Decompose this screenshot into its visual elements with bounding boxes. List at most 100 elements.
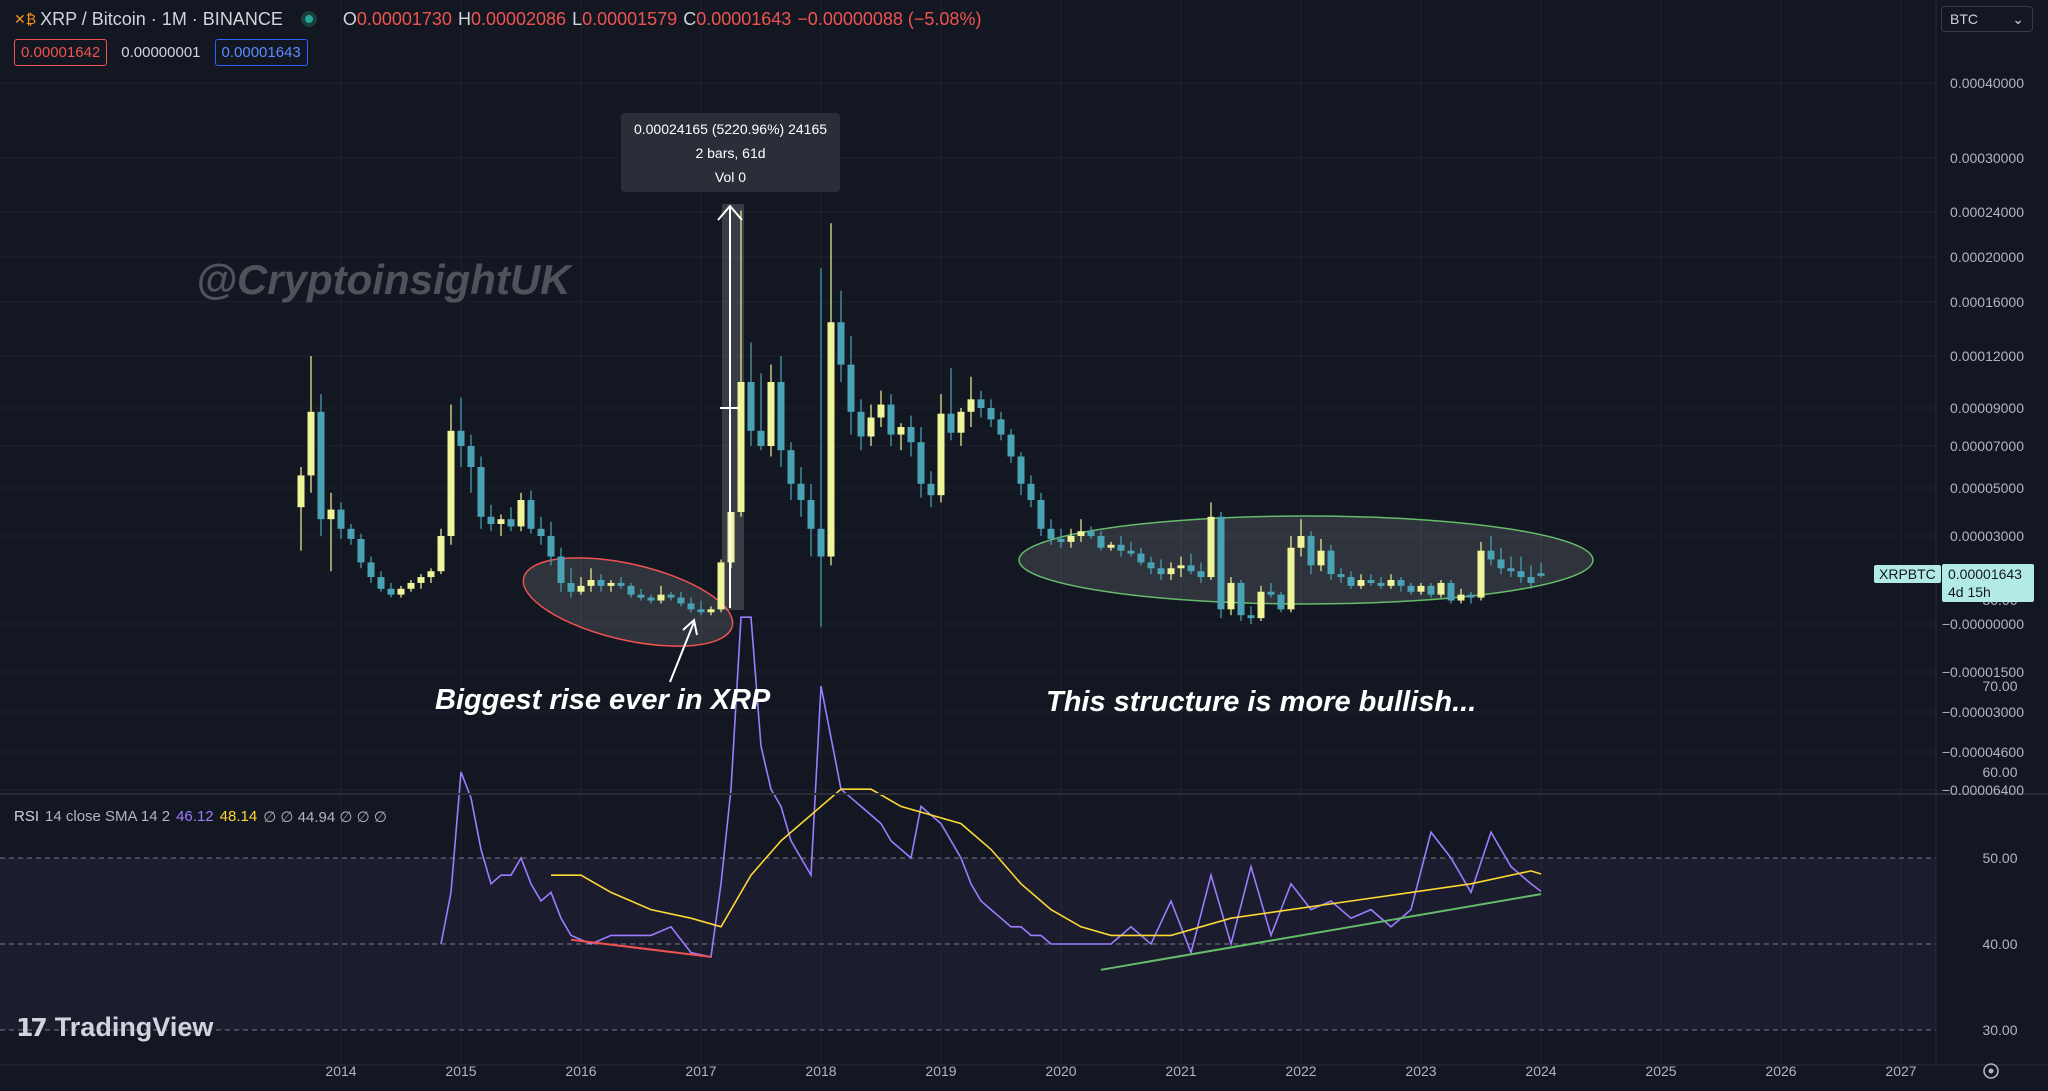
rsi-other-values: ∅ ∅ 44.94 ∅ ∅ ∅ — [263, 809, 387, 826]
price-tick-label: −0.00006400 — [1942, 782, 2024, 798]
candle-body — [1297, 536, 1305, 548]
low-value: 0.00001579 — [582, 8, 678, 29]
accumulation-ellipse-left — [522, 557, 734, 647]
candle-body — [537, 528, 545, 536]
candle-body — [1497, 559, 1505, 569]
candle-body — [677, 597, 685, 604]
candle-body — [557, 556, 565, 583]
candle-body — [917, 442, 925, 484]
candle-body — [767, 382, 775, 446]
candle-body — [1427, 585, 1435, 595]
symbol-header: ✕₿ XRP / Bitcoin · 1M · BINANCE O 0.00001… — [14, 8, 981, 30]
rsi-trendline-red — [570, 938, 712, 958]
candle-body — [357, 538, 365, 563]
candle-body — [1217, 516, 1225, 610]
candle-body — [1477, 550, 1485, 598]
candle-body — [867, 417, 875, 437]
candle-body — [847, 364, 855, 412]
candle-body — [1397, 580, 1405, 586]
time-tick-label: 2017 — [685, 1063, 716, 1079]
author-watermark: @CryptoinsightUK — [196, 256, 571, 303]
candle-body — [387, 588, 395, 595]
annotation-right: This structure is more bullish... — [1046, 686, 1477, 718]
candle-body — [1207, 516, 1215, 578]
time-tick-label: 2023 — [1405, 1063, 1436, 1079]
candle-body — [1387, 580, 1395, 586]
price-tick-label: 0.00024000 — [1950, 204, 2024, 220]
candle-body — [997, 419, 1005, 435]
candle-body — [1057, 538, 1065, 542]
rsi-legend[interactable]: RSI 14 close SMA 14 2 46.12 48.14 ∅ ∅ 44… — [14, 808, 387, 826]
candle-body — [1087, 531, 1095, 536]
grid — [0, 0, 1936, 1065]
high-value: 0.00002086 — [470, 8, 567, 29]
candle-body — [857, 411, 865, 437]
candle-body — [447, 430, 455, 536]
accumulation-ellipse-right — [1018, 515, 1594, 605]
candle-body — [947, 413, 955, 433]
candle-body — [467, 446, 475, 467]
candle-body — [1357, 580, 1365, 586]
spread-value: 0.00000001 — [121, 44, 201, 61]
candle-body — [1417, 585, 1425, 592]
tradingview-logo-text: TradingView — [54, 1012, 214, 1042]
rsi-tick-label: 40.00 — [1982, 936, 2017, 952]
candle-body — [1287, 547, 1295, 610]
candle-body — [1007, 434, 1015, 457]
close-label: C — [683, 8, 697, 29]
candle-body — [1437, 582, 1445, 595]
measure-change: 0.00024165 (5220.96%) 24165 — [633, 121, 828, 137]
settings-gear-icon[interactable] — [1983, 1063, 1999, 1079]
time-tick-label: 2016 — [565, 1063, 596, 1079]
candle-body — [1237, 582, 1245, 616]
price-tick-label: 0.00020000 — [1950, 249, 2024, 265]
rsi-params: 14 close SMA 14 2 — [45, 808, 171, 825]
candle-body — [607, 582, 615, 586]
candle-body — [1147, 562, 1155, 569]
candle-body — [1137, 553, 1145, 563]
rsi-pane — [440, 616, 1542, 971]
price-tick-label: 0.00016000 — [1950, 294, 2024, 310]
candle-body — [1487, 550, 1495, 560]
candle-body — [1307, 536, 1315, 566]
candle-body — [787, 450, 795, 484]
candle-body — [347, 528, 355, 539]
buy-price-button[interactable]: 0.00001643 — [214, 39, 308, 66]
sell-price-button[interactable]: 0.00001642 — [14, 39, 108, 66]
candle-body — [1527, 577, 1535, 583]
candle-body — [667, 594, 675, 598]
price-tick-label: 0.00003000 — [1950, 528, 2024, 544]
candle-body — [377, 577, 385, 589]
candle-body — [487, 516, 495, 524]
candle-body — [1317, 550, 1325, 566]
time-tick-label: 2027 — [1885, 1063, 1916, 1079]
candle-body — [337, 509, 345, 529]
candle-body — [1457, 594, 1465, 601]
measure-arrow-head — [717, 204, 743, 221]
candle-body — [1367, 580, 1375, 583]
candle-body — [517, 500, 525, 527]
candle-body — [697, 609, 705, 613]
symbol-price-tag: XRPBTC — [1874, 565, 1941, 583]
candle-body — [1227, 582, 1235, 610]
candle-body — [1517, 571, 1525, 578]
candle-body — [1157, 568, 1165, 575]
currency-select[interactable]: BTC ⌄ — [1941, 6, 2033, 32]
candle-body — [317, 411, 325, 520]
candle-body — [827, 322, 835, 557]
chevron-down-icon: ⌄ — [2012, 10, 2024, 27]
candle-body — [627, 585, 635, 595]
time-tick-label: 2025 — [1645, 1063, 1676, 1079]
candle-body — [1187, 565, 1195, 572]
candle-body — [397, 588, 405, 595]
time-tick-label: 2026 — [1765, 1063, 1796, 1079]
time-tick-label: 2024 — [1525, 1063, 1556, 1079]
tradingview-logo[interactable]: 𝟭𝟳 TradingView — [16, 1012, 213, 1043]
rsi-tick-label: 30.00 — [1982, 1022, 2017, 1038]
symbol-title[interactable]: XRP / Bitcoin · 1M · BINANCE — [40, 8, 283, 29]
candle-body — [757, 430, 765, 446]
candle-body — [327, 509, 335, 520]
rsi-name: RSI — [14, 808, 40, 825]
candle-body — [1267, 591, 1275, 595]
